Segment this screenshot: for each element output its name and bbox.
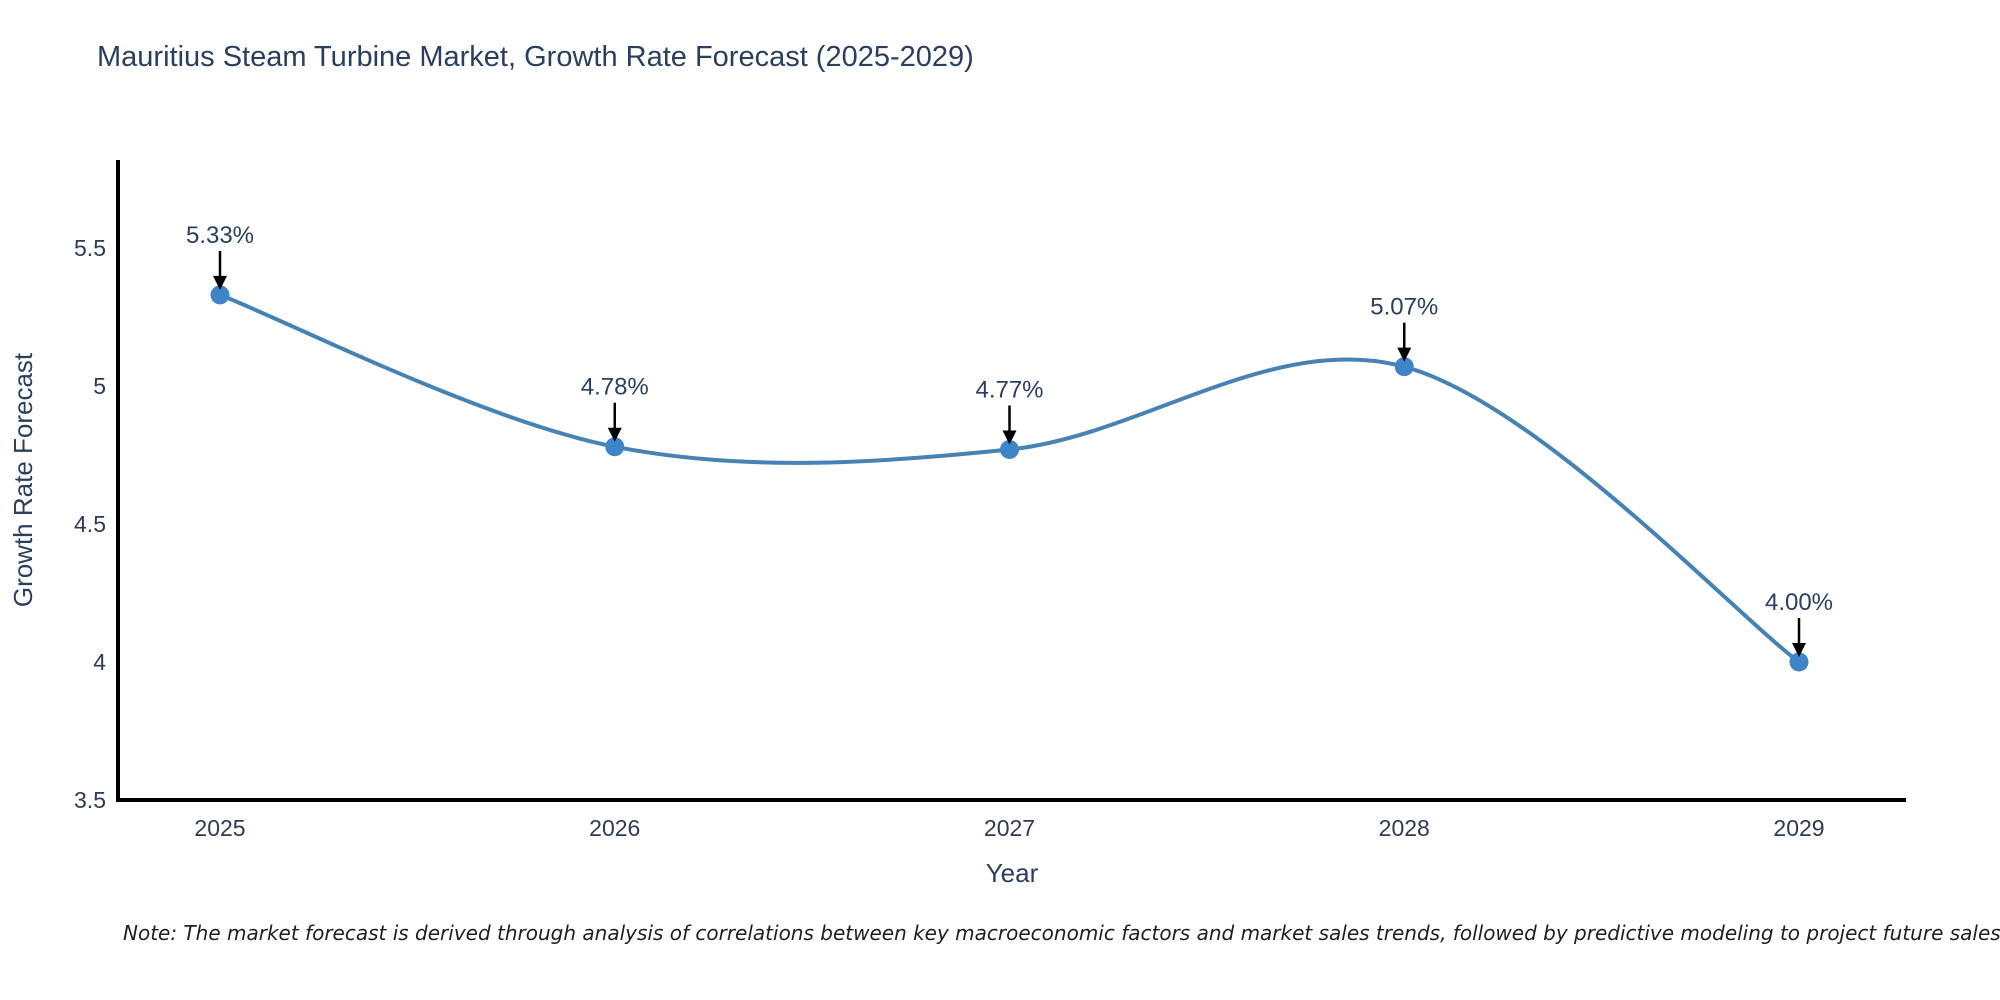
x-tick-label: 2025 (194, 815, 245, 841)
footnote: Note: The market forecast is derived thr… (123, 921, 2000, 945)
y-tick-label: 5 (93, 373, 106, 399)
y-tick-label: 3.5 (74, 787, 106, 813)
y-tick-label: 5.5 (74, 235, 106, 261)
annotation-arrow-head (213, 275, 227, 290)
chart-title: Mauritius Steam Turbine Market, Growth R… (97, 41, 974, 73)
x-tick-label: 2026 (589, 815, 640, 841)
data-point-label: 4.78% (581, 374, 649, 401)
data-point-marker (605, 437, 625, 457)
forecast-line (218, 292, 1801, 664)
y-tick-label: 4 (93, 649, 106, 675)
data-point-label: 5.33% (186, 222, 254, 249)
data-point-marker (1789, 652, 1809, 672)
annotation-arrow-head (607, 427, 622, 442)
annotation-arrow-head (1792, 643, 1806, 657)
data-point-marker (1394, 357, 1414, 377)
data-point-label: 5.07% (1370, 294, 1438, 321)
data-point-marker (1000, 439, 1019, 459)
data-point-marker (210, 285, 230, 305)
data-point-label: 4.00% (1765, 589, 1833, 616)
data-point-label: 4.77% (975, 376, 1043, 403)
annotation-arrow-head (1397, 347, 1412, 362)
x-tick-label: 2029 (1773, 815, 1824, 841)
x-tick-label: 2028 (1379, 815, 1430, 841)
x-axis-title: Year (986, 858, 1039, 888)
x-tick-label: 2027 (984, 815, 1035, 841)
y-axis-title: Growth Rate Forecast (8, 352, 38, 607)
y-tick-label: 4.5 (74, 511, 106, 537)
annotation-arrow-head (1002, 430, 1017, 445)
